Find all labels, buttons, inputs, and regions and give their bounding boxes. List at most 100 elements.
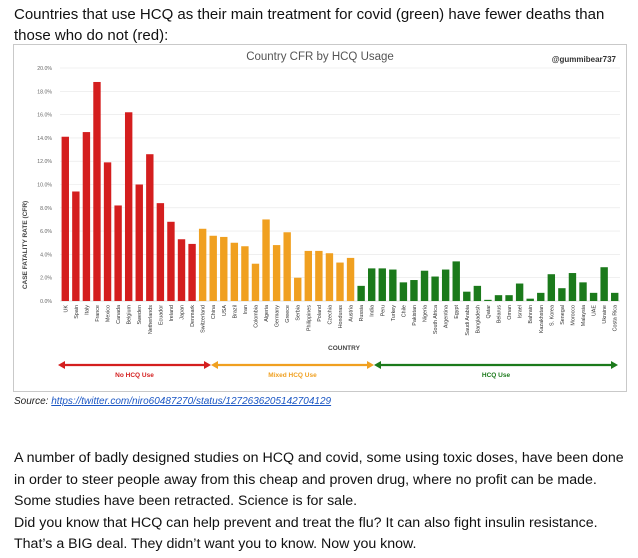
x-tick-label: Philippines <box>306 305 312 331</box>
bar <box>399 282 408 301</box>
y-tick-label: 4.0% <box>40 252 52 258</box>
y-tick-label: 6.0% <box>40 229 52 235</box>
x-tick-label: Saudi Arabia <box>465 305 471 336</box>
group-label: HCQ Use <box>482 372 511 379</box>
source-link[interactable]: https://twitter.com/niro60487270/status/… <box>51 396 332 407</box>
x-tick-label: Russia <box>359 305 365 321</box>
x-tick-label: Chile <box>401 305 407 317</box>
bar <box>82 132 91 301</box>
x-tick-label: Austria <box>349 305 355 322</box>
x-tick-label: Peru <box>380 305 386 316</box>
x-tick-label: Germany <box>275 305 281 327</box>
group-arrows: No HCQ Use Mixed HCQ Use HCQ Use <box>58 361 618 379</box>
bar <box>558 288 566 301</box>
bar <box>600 267 608 301</box>
bar <box>156 203 165 301</box>
x-tick-label: Brazil <box>232 305 238 318</box>
x-tick-label: Italy <box>84 305 90 315</box>
x-tick-label: France <box>95 305 101 322</box>
bar <box>177 239 186 301</box>
x-tick-label: UAE <box>592 305 598 316</box>
paragraph-1: A number of badly designed studies on HC… <box>14 450 624 510</box>
chart-container: Country CFR by HCQ Usage @gummibear737 0… <box>13 44 627 392</box>
x-tick-label: Israel <box>518 305 524 318</box>
group-label: No HCQ Use <box>115 372 154 379</box>
bar <box>103 162 112 301</box>
bar <box>441 269 450 301</box>
bar <box>114 205 122 301</box>
x-tick-label: Bangladesh <box>475 305 481 333</box>
chart-title: Country CFR by HCQ Usage <box>246 51 394 63</box>
x-tick-label: Ukraine <box>602 305 608 324</box>
x-tick-label: Malaysia <box>581 305 587 326</box>
x-tick-label: Belgium <box>127 304 133 324</box>
x-tick-label: Qatar <box>486 305 492 319</box>
x-tick-label: Belarus <box>496 305 502 324</box>
y-tick-label: 0.0% <box>40 299 52 305</box>
x-tick-label: Ecuador <box>158 305 164 325</box>
y-tick-label: 12.0% <box>37 159 52 165</box>
bar <box>579 282 587 301</box>
y-tick-label: 8.0% <box>40 206 52 212</box>
group-arrow: No HCQ Use <box>58 361 211 379</box>
x-tick-label: Iran <box>243 305 249 314</box>
bar <box>336 262 344 301</box>
bar <box>135 184 143 301</box>
x-axis-label: COUNTRY <box>328 345 361 352</box>
x-tick-label: Honduras <box>338 305 344 329</box>
bar <box>505 295 513 301</box>
bar <box>262 219 270 301</box>
y-tick-label: 2.0% <box>40 276 52 282</box>
y-tick-labels: 0.0% 2.0% 4.0% 6.0% 8.0% 10.0% 12.0% 14.0% 16.0%… <box>37 66 52 305</box>
bar <box>304 250 312 301</box>
bar <box>93 81 101 301</box>
x-tick-label: Poland <box>317 305 323 322</box>
y-tick-label: 18.0% <box>37 89 52 95</box>
x-tick-label: Bahrain <box>528 305 534 324</box>
x-tick-label: UK <box>63 305 69 313</box>
bar <box>220 236 228 301</box>
bar <box>167 221 175 301</box>
bar <box>146 154 154 301</box>
bar <box>410 280 418 301</box>
body-text: A number of badly designed studies on HC… <box>14 448 628 556</box>
y-axis-label: CASE FATALITY RATE (CFR) <box>22 201 29 289</box>
bar <box>283 232 291 301</box>
x-tick-label: Argentina <box>444 305 450 328</box>
x-tick-label: China <box>211 305 217 319</box>
bar <box>124 112 133 302</box>
bar <box>209 235 217 301</box>
x-tick-labels: UK Spain Italy France Mexico Canada Belgium Swe… <box>63 304 618 335</box>
x-tick-label: Spain <box>74 305 80 319</box>
paragraph-2: Did you know that HCQ can help prevent a… <box>14 514 598 553</box>
bar <box>484 299 492 301</box>
source-line: Source: https://twitter.com/niro60487270… <box>14 396 331 407</box>
bar <box>188 243 196 301</box>
bar <box>568 273 577 301</box>
bar <box>368 268 376 301</box>
bar <box>357 285 365 301</box>
bar <box>463 291 471 301</box>
bar <box>537 292 545 301</box>
bar <box>72 191 80 301</box>
headline: Countries that use HCQ as their main tre… <box>14 6 605 44</box>
bar <box>325 253 334 301</box>
x-tick-label: USA <box>222 305 228 316</box>
x-tick-label: Egypt <box>454 305 460 319</box>
bar <box>420 270 429 301</box>
x-tick-label: India <box>370 305 376 317</box>
x-tick-label: South Africa <box>433 305 439 334</box>
bars <box>61 81 619 302</box>
bar <box>494 295 503 301</box>
x-tick-label: Senegal <box>560 305 566 325</box>
x-tick-label: Kazakhstan <box>539 305 545 333</box>
bar <box>294 277 302 301</box>
x-tick-label: Netherlands <box>148 305 154 334</box>
bar <box>526 298 534 301</box>
x-tick-label: Serbia <box>296 305 302 321</box>
x-tick-label: Mexico <box>106 305 112 322</box>
x-tick-label: Nigeria <box>423 305 429 322</box>
bar <box>589 292 598 301</box>
bar <box>452 261 460 301</box>
bar <box>389 269 397 301</box>
